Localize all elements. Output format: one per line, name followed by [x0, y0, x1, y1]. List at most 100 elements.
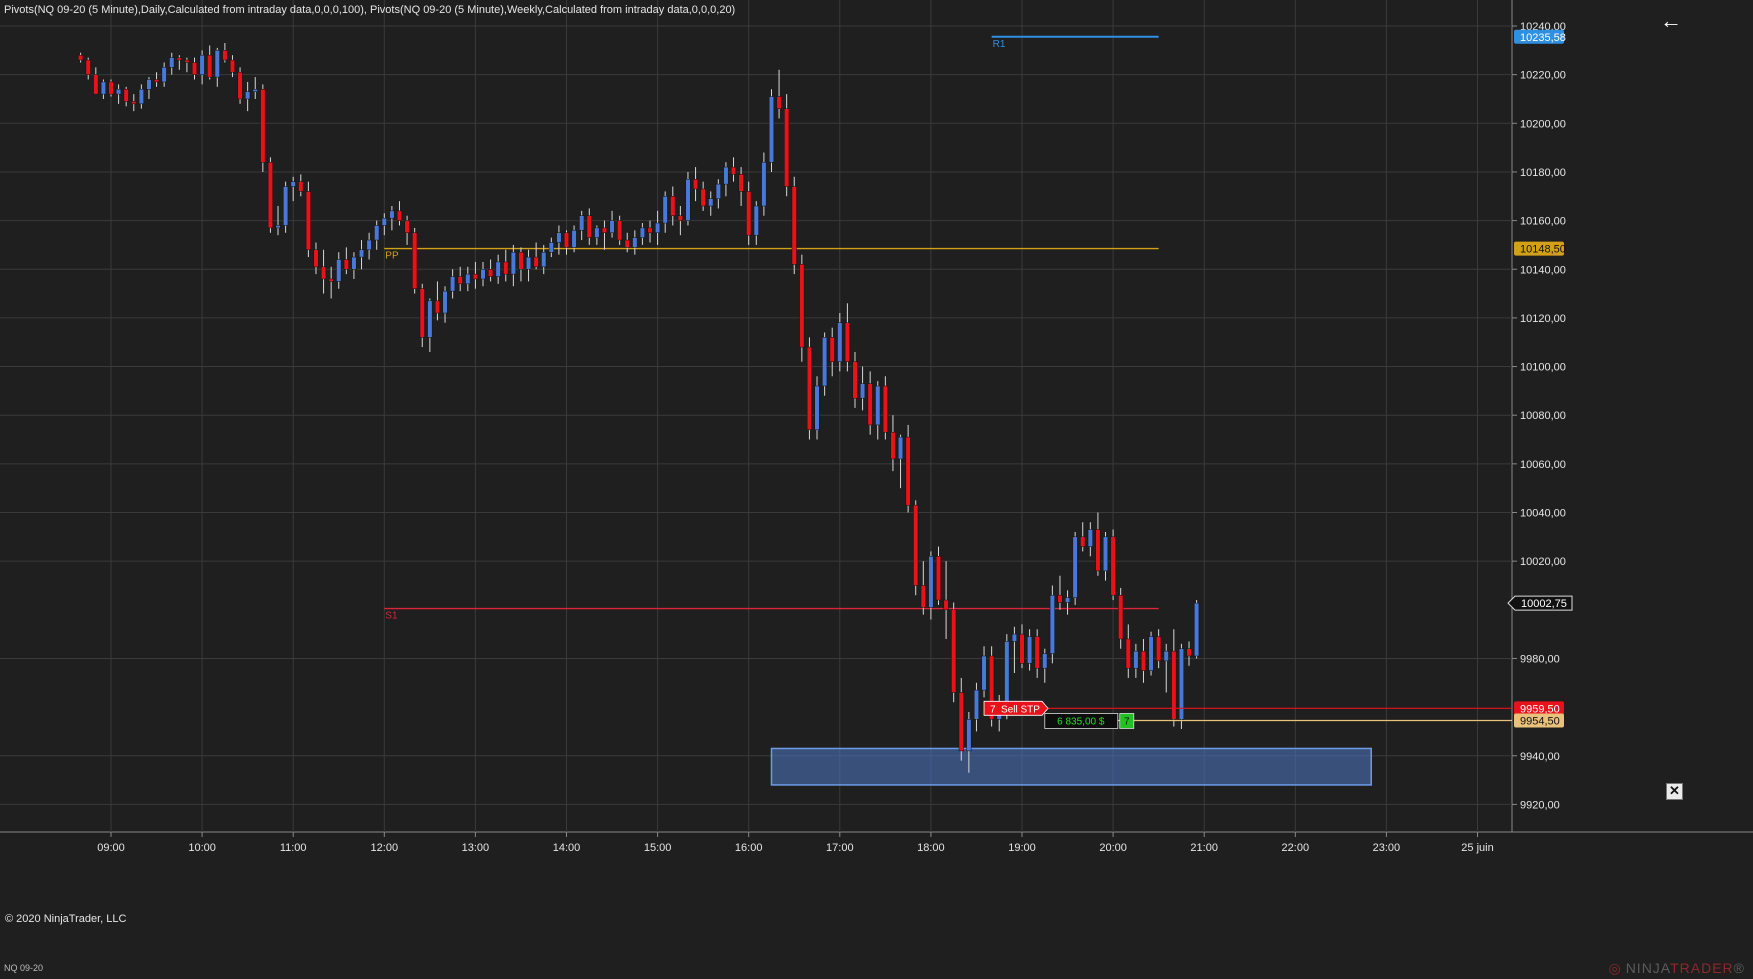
candle-body [78, 54, 84, 61]
price-tick-label: 10040,00 [1520, 508, 1566, 520]
candle-body [245, 91, 251, 100]
position-pnl-label: 6 835,00 $ [1057, 716, 1105, 727]
candle-body [556, 232, 562, 243]
candle-body [450, 276, 456, 292]
candle-body [1027, 636, 1033, 664]
sell-stop-price-marker [1514, 701, 1564, 716]
candle-body [882, 385, 888, 433]
candle-body [412, 232, 418, 289]
candle-body [617, 220, 623, 241]
last-price-label: 10002,75 [1521, 598, 1567, 610]
candle-body [434, 300, 440, 314]
candle-body [465, 273, 471, 285]
time-tick-label: 20:00 [1099, 842, 1127, 854]
candle-body [146, 79, 152, 90]
candle-body [298, 181, 304, 192]
candle-body [283, 186, 289, 226]
candle-body [305, 191, 311, 251]
position-quantity-box [1119, 713, 1135, 729]
candle-body [1057, 594, 1063, 603]
candle-body [161, 67, 167, 83]
candle-body [989, 655, 995, 720]
candle-body [366, 239, 372, 251]
time-tick-label: 10:00 [188, 842, 216, 854]
pivot-price-marker [1514, 241, 1564, 256]
candle-body [973, 689, 979, 720]
candle-body [1125, 638, 1131, 669]
candle-body [199, 54, 205, 75]
time-tick-label: 22:00 [1282, 842, 1310, 854]
candle-body [1095, 529, 1101, 572]
candle-body [351, 256, 357, 270]
candle-body [85, 59, 91, 75]
candle-body [503, 261, 509, 275]
candle-body [867, 383, 873, 426]
candle-body [154, 79, 160, 83]
candle-body [313, 249, 319, 268]
candle-body [814, 385, 820, 431]
position-price-label: 9954,50 [1520, 715, 1560, 727]
candle-body [108, 81, 114, 95]
candle-body [1065, 597, 1071, 603]
position-pnl-box [1044, 713, 1119, 729]
candle-body [526, 256, 532, 270]
time-tick-label: 21:00 [1190, 842, 1218, 854]
candle-body [123, 88, 129, 102]
candle-body [472, 273, 478, 280]
candle-body [571, 230, 577, 248]
candle-body [518, 251, 524, 270]
candle-body [1171, 650, 1177, 720]
candle-body [677, 215, 683, 221]
candle-body [662, 196, 668, 224]
price-tick-label: 10100,00 [1520, 362, 1566, 374]
candle-body [951, 609, 957, 693]
candle-body [1110, 536, 1116, 596]
candle-body [457, 276, 463, 285]
pivot-label-pp: PP [385, 251, 399, 262]
candle-body [753, 205, 759, 236]
indicator-header: Pivots(NQ 09-20 (5 Minute),Daily,Calcula… [4, 4, 736, 16]
candle-body [328, 278, 334, 282]
candle-body [1102, 536, 1109, 572]
candle-body [837, 322, 843, 362]
candlesticks [78, 43, 1200, 773]
candle-body [730, 166, 737, 175]
brand-suffix: TRADER [1670, 960, 1734, 976]
price-tick-label: 10220,00 [1520, 70, 1566, 82]
candle-body [336, 259, 342, 282]
time-tick-label: 12:00 [371, 842, 399, 854]
candle-body [1072, 536, 1078, 598]
arrow-left-icon[interactable]: ← [1660, 8, 1682, 33]
candle-body [966, 719, 972, 752]
price-tick-label: 9980,00 [1520, 653, 1560, 665]
time-tick-label: 18:00 [917, 842, 945, 854]
candle-body [343, 259, 349, 270]
candle-body [1156, 636, 1162, 662]
sell-stop-quantity: 7 [990, 704, 996, 715]
candle-body [93, 74, 99, 95]
copyright-notice: © 2020 NinjaTrader, LLC [5, 913, 127, 925]
candle-body [358, 249, 365, 258]
time-axis: 09:00 10:00 11:00 12:00 13:00 14:00 15:00 16:00… [97, 832, 1494, 854]
candle-body [586, 215, 592, 238]
candle-body [1118, 594, 1124, 640]
candle-body [920, 585, 926, 608]
candle-body [1087, 529, 1093, 547]
sell-stop-tag [983, 700, 1049, 716]
candle-body [776, 96, 782, 109]
pivot-label-r1: R1 [993, 39, 1006, 50]
close-icon[interactable]: ✕ [1666, 783, 1683, 800]
candle-body [321, 266, 327, 280]
candle-body [708, 198, 714, 207]
candle-body [579, 215, 585, 231]
price-tick-label: 10060,00 [1520, 459, 1566, 471]
pivot-price-label: 10235,58 [1520, 32, 1566, 44]
candle-body [1034, 636, 1040, 669]
candle-body [928, 556, 934, 608]
price-axis: 10240,0010220,0010200,0010180,0010160,00… [1507, 21, 1573, 811]
position-quantity-label: 7 [1124, 716, 1130, 727]
candle-body [746, 191, 752, 236]
candle-body [563, 232, 570, 248]
candle-body [890, 431, 896, 460]
